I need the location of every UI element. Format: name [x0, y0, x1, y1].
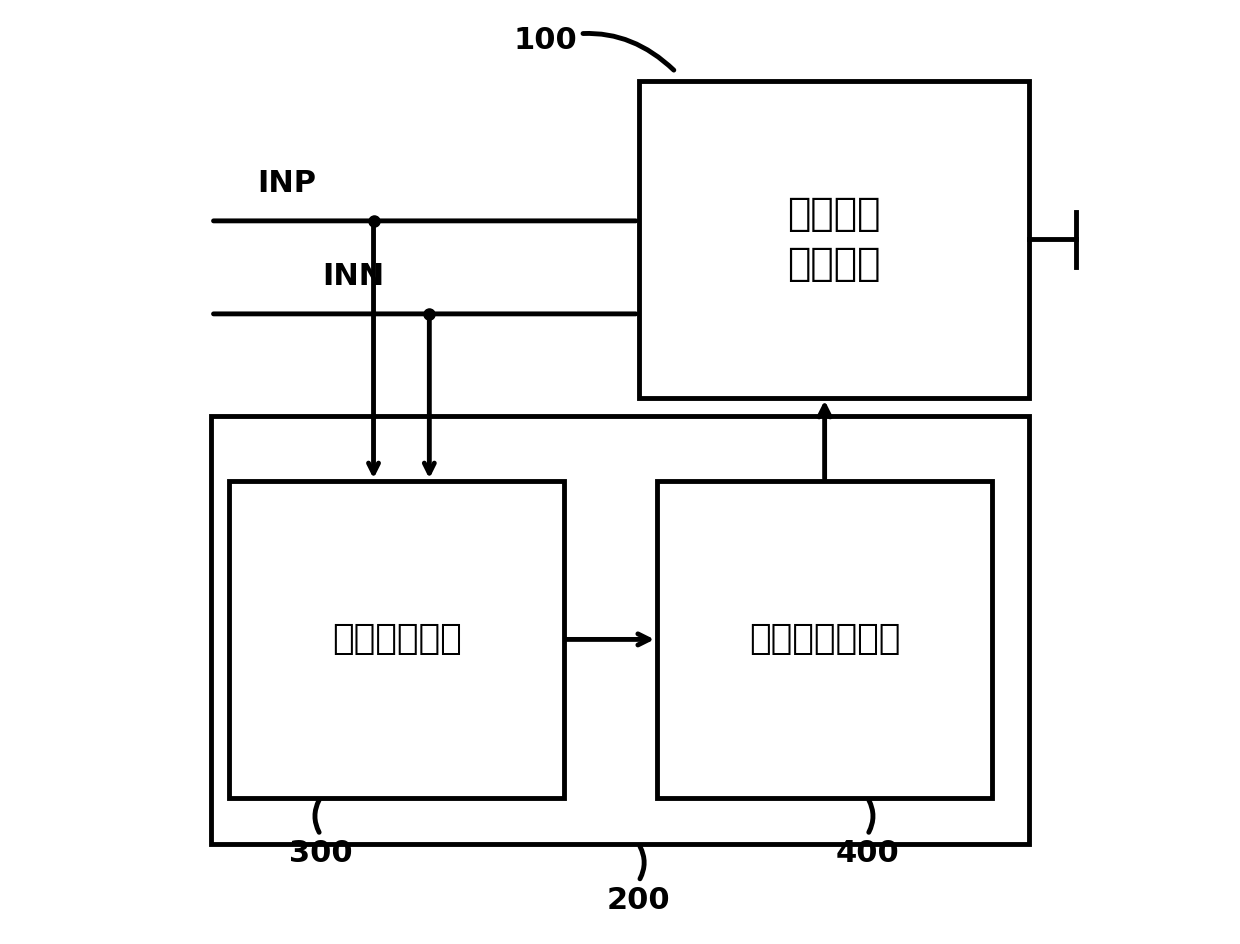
FancyBboxPatch shape: [229, 481, 564, 798]
FancyBboxPatch shape: [639, 81, 1029, 397]
Text: INN: INN: [322, 261, 384, 291]
Text: INP: INP: [257, 169, 316, 197]
Text: 多级差分
放大电路: 多级差分 放大电路: [787, 195, 880, 283]
Text: 自适应偏置电路: 自适应偏置电路: [749, 622, 900, 656]
Text: 400: 400: [836, 839, 899, 868]
FancyBboxPatch shape: [657, 481, 992, 798]
Text: 共模检测电路: 共模检测电路: [332, 622, 461, 656]
Text: 300: 300: [289, 839, 352, 868]
Text: 200: 200: [606, 885, 671, 915]
FancyBboxPatch shape: [211, 416, 1029, 844]
Text: 100: 100: [513, 25, 673, 70]
